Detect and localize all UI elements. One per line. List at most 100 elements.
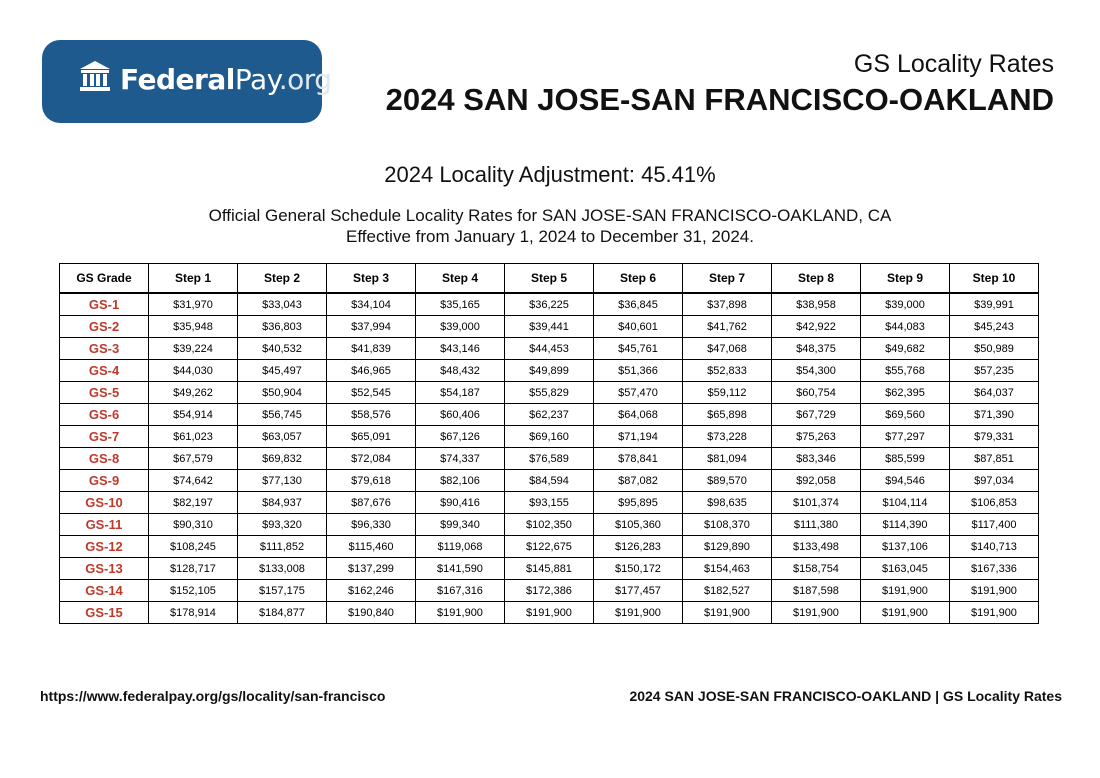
- rate-cell: $36,845: [593, 292, 683, 316]
- table-row: GS-6 $54,914 $56,745 $58,576 $60,406 $62,237 $…: [59, 403, 1039, 426]
- rate-cell: $37,898: [682, 292, 772, 316]
- rate-cell: $60,754: [771, 381, 861, 404]
- grade-cell: GS-10: [59, 491, 149, 514]
- rate-cell: $41,839: [326, 337, 416, 360]
- rate-cell: $58,576: [326, 403, 416, 426]
- table-header-row: GS Grade Step 1 Step 2 Step 3 Step 4 Step 5 St…: [59, 263, 1039, 294]
- rate-cell: $97,034: [949, 469, 1039, 492]
- rate-cell: $137,299: [326, 557, 416, 580]
- rate-cell: $77,130: [237, 469, 327, 492]
- rate-cell: $50,904: [237, 381, 327, 404]
- rate-cell: $82,106: [415, 469, 505, 492]
- rate-cell: $52,545: [326, 381, 416, 404]
- grade-cell: GS-1: [59, 292, 149, 316]
- rate-cell: $93,155: [504, 491, 594, 514]
- rate-cell: $157,175: [237, 579, 327, 602]
- rate-cell: $105,360: [593, 513, 683, 536]
- rate-cell: $81,094: [682, 447, 772, 470]
- rate-cell: $119,068: [415, 535, 505, 558]
- grade-cell: GS-4: [59, 359, 149, 382]
- rate-cell: $52,833: [682, 359, 772, 382]
- rate-cell: $140,713: [949, 535, 1039, 558]
- table-row: GS-1 $31,970 $33,043 $34,104 $35,165 $36,225 $…: [59, 292, 1039, 316]
- rate-cell: $95,895: [593, 491, 683, 514]
- table-row: GS-5 $49,262 $50,904 $52,545 $54,187 $55,829 $…: [59, 381, 1039, 404]
- rate-cell: $162,246: [326, 579, 416, 602]
- rate-cell: $67,729: [771, 403, 861, 426]
- rate-cell: $35,948: [148, 315, 238, 338]
- rate-cell: $64,068: [593, 403, 683, 426]
- rate-cell: $150,172: [593, 557, 683, 580]
- rate-cell: $71,194: [593, 425, 683, 448]
- description-line-1: Official General Schedule Locality Rates…: [208, 206, 892, 225]
- grade-cell: GS-14: [59, 579, 149, 602]
- rate-cell: $64,037: [949, 381, 1039, 404]
- rate-cell: $51,366: [593, 359, 683, 382]
- rate-cell: $57,235: [949, 359, 1039, 382]
- rate-cell: $89,570: [682, 469, 772, 492]
- rate-cell: $49,899: [504, 359, 594, 382]
- rate-cell: $38,958: [771, 292, 861, 316]
- rate-cell: $59,112: [682, 381, 772, 404]
- table-row: GS-4 $44,030 $45,497 $46,965 $48,432 $49,899 $…: [59, 359, 1039, 382]
- rate-cell: $83,346: [771, 447, 861, 470]
- description-line-2: Effective from January 1, 2024 to Decemb…: [346, 227, 754, 246]
- rate-cell: $96,330: [326, 513, 416, 536]
- rate-cell: $54,300: [771, 359, 861, 382]
- rate-cell: $114,390: [860, 513, 950, 536]
- rate-cell: $67,126: [415, 425, 505, 448]
- rate-cell: $94,546: [860, 469, 950, 492]
- table-row: GS-2 $35,948 $36,803 $37,994 $39,000 $39,441 $…: [59, 315, 1039, 338]
- page-subtitle: GS Locality Rates: [853, 50, 1054, 78]
- footer-url-link[interactable]: https://www.federalpay.org/gs/locality/s…: [40, 688, 386, 704]
- table-row: GS-10 $82,197 $84,937 $87,676 $90,416 $93,155…: [59, 491, 1039, 514]
- grade-cell: GS-7: [59, 425, 149, 448]
- rate-cell: $54,187: [415, 381, 505, 404]
- rate-cell: $98,635: [682, 491, 772, 514]
- rate-cell: $45,497: [237, 359, 327, 382]
- column-header: Step 2: [237, 263, 327, 294]
- rate-cell: $184,877: [237, 601, 327, 624]
- rate-cell: $44,453: [504, 337, 594, 360]
- rate-cell: $67,579: [148, 447, 238, 470]
- grade-cell: GS-9: [59, 469, 149, 492]
- rate-cell: $73,228: [682, 425, 772, 448]
- rate-cell: $75,263: [771, 425, 861, 448]
- column-header: Step 9: [860, 263, 950, 294]
- rate-cell: $78,841: [593, 447, 683, 470]
- column-header: Step 1: [148, 263, 238, 294]
- rate-cell: $65,091: [326, 425, 416, 448]
- rate-cell: $55,829: [504, 381, 594, 404]
- rate-cell: $111,380: [771, 513, 861, 536]
- rate-cell: $40,532: [237, 337, 327, 360]
- rate-cell: $36,225: [504, 292, 594, 316]
- rate-cell: $87,851: [949, 447, 1039, 470]
- rate-cell: $46,965: [326, 359, 416, 382]
- rate-cell: $40,601: [593, 315, 683, 338]
- rate-cell: $191,900: [771, 601, 861, 624]
- rate-cell: $191,900: [682, 601, 772, 624]
- grade-cell: GS-15: [59, 601, 149, 624]
- rate-cell: $69,832: [237, 447, 327, 470]
- rate-cell: $84,937: [237, 491, 327, 514]
- rate-cell: $133,008: [237, 557, 327, 580]
- rate-cell: $48,375: [771, 337, 861, 360]
- rate-cell: $82,197: [148, 491, 238, 514]
- rate-cell: $44,030: [148, 359, 238, 382]
- rate-cell: $90,310: [148, 513, 238, 536]
- column-header: GS Grade: [59, 263, 149, 294]
- rate-cell: $92,058: [771, 469, 861, 492]
- logo-brand-suffix: .org: [278, 63, 332, 96]
- rate-cell: $84,594: [504, 469, 594, 492]
- rate-cell: $74,337: [415, 447, 505, 470]
- grade-cell: GS-13: [59, 557, 149, 580]
- rate-cell: $34,104: [326, 292, 416, 316]
- rate-cell: $85,599: [860, 447, 950, 470]
- column-header: Step 3: [326, 263, 416, 294]
- rate-cell: $129,890: [682, 535, 772, 558]
- rate-cell: $49,262: [148, 381, 238, 404]
- grade-cell: GS-12: [59, 535, 149, 558]
- federalpay-logo[interactable]: FederalPay.org: [42, 40, 332, 123]
- grade-cell: GS-8: [59, 447, 149, 470]
- table-body: GS-1 $31,970 $33,043 $34,104 $35,165 $36,225 $…: [59, 292, 1039, 624]
